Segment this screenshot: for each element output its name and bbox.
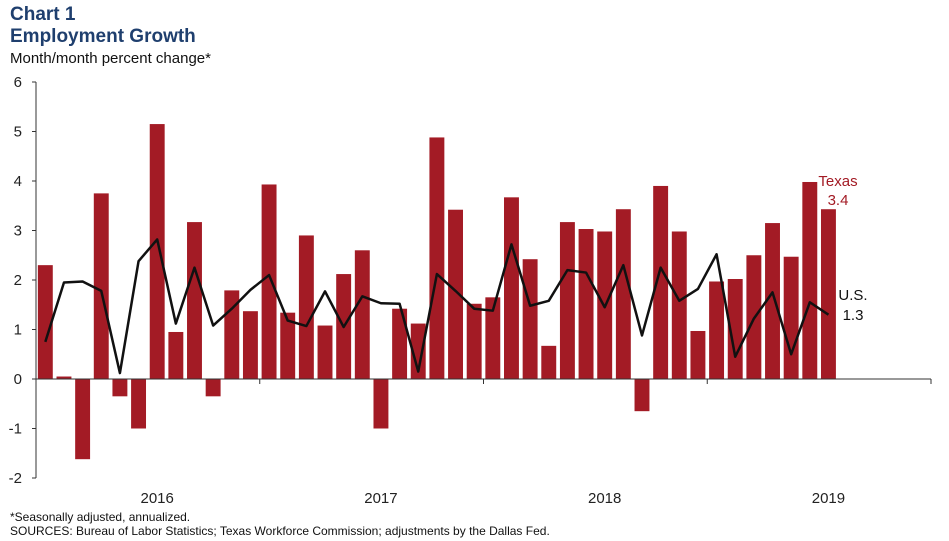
- chart-label: Chart 1: [10, 4, 76, 25]
- texas-bar: [131, 379, 147, 429]
- texas-bar: [410, 323, 426, 379]
- texas-bar: [298, 235, 314, 379]
- texas-bar: [448, 209, 463, 379]
- texas-bar: [37, 265, 53, 379]
- texas-bar: [578, 229, 594, 379]
- chart-subtitle: Month/month percent change*: [10, 50, 211, 67]
- texas-bar: [261, 184, 277, 379]
- texas-bar: [504, 197, 519, 379]
- chart-labels: 6 5 4 3 2 1 0 -1 -2 2016 2017 2018 2019 Texas 3.4 U.S. 1…: [9, 74, 868, 507]
- texas-bar: [373, 379, 389, 429]
- texas-bar: [485, 297, 501, 379]
- chart-axes: [32, 81, 932, 479]
- y-tick-label: 0: [14, 371, 22, 388]
- y-tick-label: 2: [14, 272, 22, 289]
- footnote-sources: SOURCES: Bureau of Labor Statistics; Tex…: [10, 524, 550, 538]
- texas-bar: [75, 379, 91, 460]
- texas-bar: [242, 311, 258, 379]
- texas-bar: [149, 124, 165, 379]
- footnote-seasonal: *Seasonally adjusted, annualized.: [10, 510, 191, 524]
- texas-bar: [112, 379, 128, 397]
- y-tick-label: 6: [14, 74, 22, 91]
- texas-bar: [466, 303, 482, 379]
- texas-annotation-value: 3.4: [828, 192, 849, 209]
- texas-bar: [205, 379, 221, 397]
- texas-bar: [634, 379, 650, 412]
- texas-bar: [522, 259, 538, 379]
- texas-bar: [187, 222, 202, 379]
- texas-bar: [559, 222, 575, 379]
- texas-bars: [37, 124, 836, 460]
- x-tick-label: 2018: [588, 490, 621, 507]
- texas-bar: [541, 345, 557, 379]
- chart-title: Employment Growth: [10, 26, 196, 47]
- texas-bar: [671, 231, 687, 379]
- texas-bar: [765, 223, 780, 379]
- texas-bar: [727, 279, 743, 379]
- x-tick-label: 2016: [141, 490, 174, 507]
- y-tick-label: -1: [9, 421, 22, 438]
- texas-bar: [168, 331, 184, 379]
- texas-bar: [280, 312, 296, 379]
- y-tick-label: -2: [9, 470, 22, 487]
- texas-bar: [354, 250, 370, 379]
- texas-bar: [820, 209, 836, 379]
- texas-bar: [56, 376, 72, 379]
- texas-bar: [429, 137, 445, 379]
- texas-bar: [317, 325, 333, 379]
- x-tick-label: 2017: [364, 490, 397, 507]
- texas-bar: [802, 181, 818, 379]
- y-tick-label: 3: [14, 223, 22, 240]
- y-tick-label: 1: [14, 322, 22, 339]
- texas-bar: [615, 209, 631, 379]
- texas-bar: [709, 281, 725, 379]
- texas-bar: [783, 256, 799, 379]
- us-line: [44, 238, 830, 375]
- y-tick-label: 4: [14, 173, 22, 190]
- texas-bar: [392, 308, 408, 379]
- us-line-series: [44, 238, 830, 375]
- x-tick-label: 2019: [812, 490, 845, 507]
- texas-bar: [653, 185, 669, 379]
- texas-bar: [93, 193, 109, 380]
- texas-annotation-label: Texas: [818, 173, 857, 190]
- us-annotation-value: 1.3: [843, 307, 864, 324]
- y-tick-label: 5: [14, 124, 22, 141]
- us-annotation-label: U.S.: [838, 287, 867, 304]
- texas-bar: [690, 330, 706, 379]
